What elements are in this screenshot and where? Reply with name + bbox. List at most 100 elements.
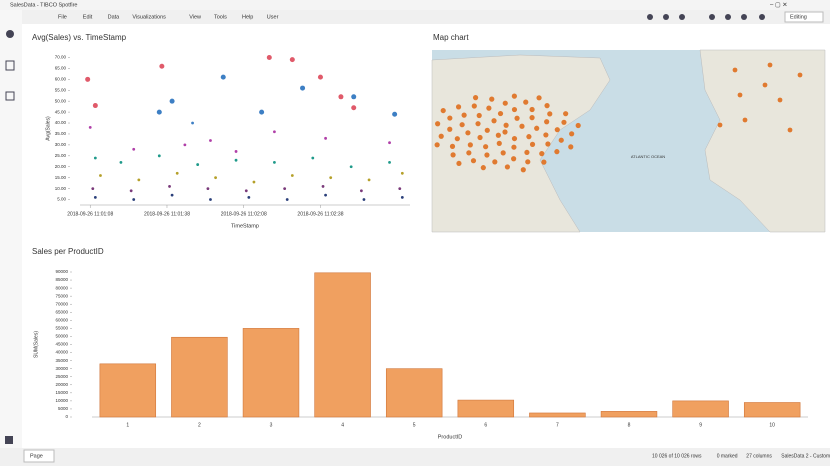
- bar[interactable]: [600, 411, 658, 418]
- map-point[interactable]: [511, 135, 518, 142]
- map-point[interactable]: [486, 105, 492, 111]
- map-point[interactable]: [434, 142, 440, 148]
- map-point[interactable]: [519, 123, 525, 129]
- map-point[interactable]: [454, 136, 460, 142]
- menu-item[interactable]: File: [58, 14, 67, 20]
- map-point[interactable]: [477, 134, 483, 141]
- apps-icon[interactable]: [5, 436, 13, 444]
- map-point[interactable]: [435, 121, 441, 127]
- bar[interactable]: [385, 368, 443, 418]
- map-point[interactable]: [767, 62, 773, 68]
- map-point[interactable]: [511, 93, 517, 99]
- map-point[interactable]: [558, 137, 564, 143]
- toolbar-icon[interactable]: [759, 14, 765, 20]
- map-point[interactable]: [511, 156, 517, 162]
- map-point[interactable]: [467, 142, 473, 148]
- map-point[interactable]: [568, 144, 574, 150]
- map-point[interactable]: [520, 167, 526, 173]
- map-point[interactable]: [449, 143, 456, 149]
- map-point[interactable]: [484, 127, 490, 133]
- map-point[interactable]: [575, 122, 581, 129]
- map-point[interactable]: [504, 164, 510, 170]
- map-point[interactable]: [529, 115, 535, 121]
- map-point[interactable]: [495, 132, 501, 138]
- map-point[interactable]: [717, 122, 723, 128]
- bar[interactable]: [99, 363, 157, 418]
- map-point[interactable]: [470, 158, 477, 164]
- map-point[interactable]: [476, 112, 482, 119]
- map-point[interactable]: [456, 160, 462, 167]
- map-point[interactable]: [742, 117, 748, 123]
- map-point[interactable]: [483, 144, 489, 150]
- map-point[interactable]: [541, 159, 547, 165]
- map-point[interactable]: [534, 125, 540, 131]
- map-point[interactable]: [529, 106, 535, 113]
- map-point[interactable]: [762, 82, 768, 88]
- map-point[interactable]: [484, 152, 490, 158]
- map-point[interactable]: [787, 127, 793, 133]
- map-point[interactable]: [554, 149, 560, 155]
- map-point[interactable]: [489, 96, 495, 102]
- toolbar-icon[interactable]: [741, 14, 747, 20]
- menu-item[interactable]: Edit: [83, 14, 93, 20]
- add-icon[interactable]: [6, 30, 14, 38]
- map-point[interactable]: [450, 152, 456, 158]
- map-point[interactable]: [544, 103, 550, 109]
- bar[interactable]: [314, 272, 371, 418]
- map-point[interactable]: [447, 115, 453, 121]
- map-point[interactable]: [480, 165, 486, 171]
- map-point[interactable]: [563, 111, 569, 117]
- toolbar-icon[interactable]: [647, 14, 653, 20]
- map-point[interactable]: [547, 111, 553, 117]
- map-point[interactable]: [554, 127, 560, 133]
- map-point[interactable]: [471, 103, 477, 109]
- map-point[interactable]: [438, 133, 444, 139]
- map-point[interactable]: [502, 129, 508, 135]
- chart-icon[interactable]: [5, 91, 15, 101]
- toolbar-icon[interactable]: [679, 14, 685, 20]
- map-point[interactable]: [496, 140, 502, 146]
- map-point[interactable]: [465, 130, 471, 136]
- mode-label[interactable]: Editing: [790, 14, 807, 20]
- page-tab[interactable]: [23, 449, 55, 463]
- bar[interactable]: [171, 336, 228, 418]
- map-point[interactable]: [543, 132, 549, 138]
- map-point[interactable]: [797, 72, 803, 78]
- map-point[interactable]: [514, 115, 520, 121]
- map-point[interactable]: [569, 131, 575, 137]
- map-point[interactable]: [459, 122, 465, 128]
- mode-select[interactable]: [784, 11, 824, 23]
- map-point[interactable]: [526, 134, 532, 140]
- data-icon[interactable]: [5, 60, 15, 71]
- map-point[interactable]: [497, 110, 504, 117]
- bar[interactable]: [529, 412, 586, 418]
- page-tab-label[interactable]: Page: [30, 453, 43, 459]
- bar[interactable]: [672, 400, 729, 418]
- bar[interactable]: [242, 328, 300, 418]
- map-point[interactable]: [455, 104, 462, 110]
- map-point[interactable]: [511, 106, 518, 113]
- window-controls[interactable]: – ▢ ✕: [770, 3, 787, 9]
- map-point[interactable]: [466, 150, 472, 156]
- map-point[interactable]: [544, 119, 550, 125]
- map-point[interactable]: [545, 141, 551, 147]
- map-point[interactable]: [523, 99, 529, 105]
- map-point[interactable]: [492, 159, 498, 165]
- map-point[interactable]: [472, 95, 479, 101]
- map-point[interactable]: [475, 121, 481, 127]
- menu-item[interactable]: Visualizations: [132, 14, 166, 20]
- map-point[interactable]: [777, 97, 783, 103]
- map-point[interactable]: [525, 159, 531, 165]
- menu-item[interactable]: Help: [242, 14, 253, 20]
- map-point[interactable]: [461, 112, 467, 118]
- menu-item[interactable]: View: [189, 14, 201, 20]
- map-point[interactable]: [500, 150, 506, 156]
- map-point[interactable]: [737, 92, 743, 98]
- menu-item[interactable]: Data: [108, 14, 121, 20]
- bar[interactable]: [743, 402, 801, 418]
- map-point[interactable]: [491, 118, 497, 124]
- map-point[interactable]: [561, 119, 567, 125]
- bar[interactable]: [457, 399, 515, 418]
- map-point[interactable]: [440, 107, 446, 114]
- menu-item[interactable]: Tools: [214, 14, 227, 20]
